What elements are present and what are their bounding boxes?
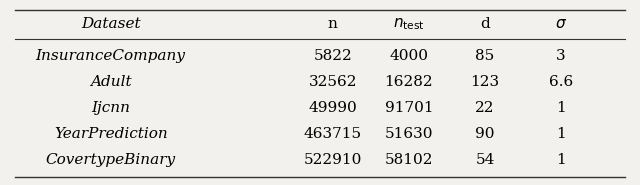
Text: 90: 90	[476, 127, 495, 141]
Text: n: n	[328, 17, 338, 31]
Text: 58102: 58102	[385, 153, 433, 167]
Text: 1: 1	[556, 153, 566, 167]
Text: 49990: 49990	[308, 101, 357, 115]
Text: Dataset: Dataset	[81, 17, 140, 31]
Text: Adult: Adult	[90, 75, 131, 89]
Text: $\mathit{n}_{\mathrm{test}}$: $\mathit{n}_{\mathrm{test}}$	[393, 16, 425, 32]
Text: 85: 85	[476, 49, 495, 63]
Text: 16282: 16282	[385, 75, 433, 89]
Text: 51630: 51630	[385, 127, 433, 141]
Text: 123: 123	[470, 75, 499, 89]
Text: 32562: 32562	[308, 75, 357, 89]
Text: InsuranceCompany: InsuranceCompany	[36, 49, 186, 63]
Text: 3: 3	[556, 49, 566, 63]
Text: d: d	[480, 17, 490, 31]
Text: 6.6: 6.6	[549, 75, 573, 89]
Text: 1: 1	[556, 101, 566, 115]
Text: 22: 22	[476, 101, 495, 115]
Text: 4000: 4000	[389, 49, 428, 63]
Text: CovertypeBinary: CovertypeBinary	[45, 153, 176, 167]
Text: 522910: 522910	[303, 153, 362, 167]
Text: $\sigma$: $\sigma$	[555, 17, 567, 31]
Text: 1: 1	[556, 127, 566, 141]
Text: 463715: 463715	[303, 127, 362, 141]
Text: YearPrediction: YearPrediction	[54, 127, 168, 141]
Text: 5822: 5822	[314, 49, 352, 63]
Text: 91701: 91701	[385, 101, 433, 115]
Text: Ijcnn: Ijcnn	[91, 101, 130, 115]
Text: 54: 54	[476, 153, 495, 167]
